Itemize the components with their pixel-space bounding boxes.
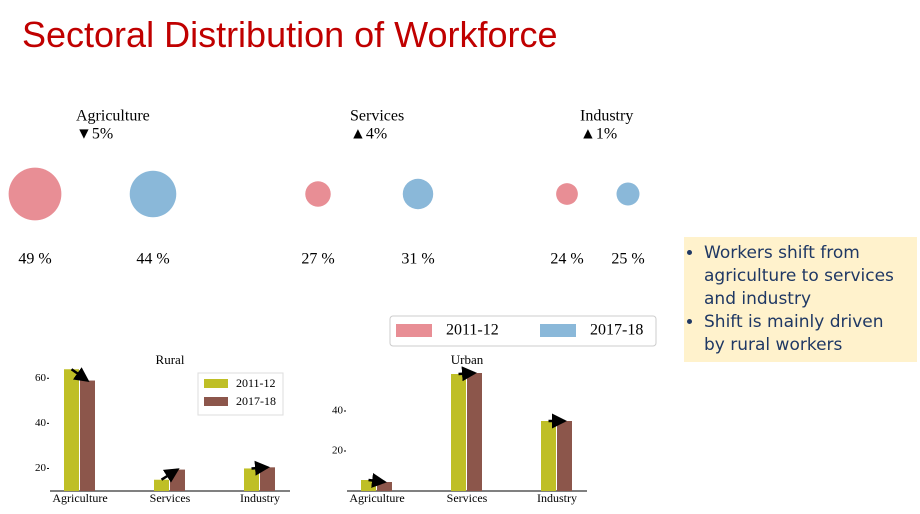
- bar: [541, 421, 556, 491]
- chart-title: Urban: [451, 352, 484, 367]
- legend-box: [389, 315, 657, 347]
- legend-label: 2011-12: [236, 376, 276, 390]
- change-arrow: [251, 460, 270, 476]
- y-tick-label: 20: [332, 445, 344, 457]
- x-tick-label: Industry: [537, 491, 577, 505]
- value-label: 49 %: [18, 251, 51, 268]
- y-tick-label: 60: [35, 372, 47, 384]
- category-label: Industry: [580, 108, 633, 125]
- bar: [557, 421, 572, 491]
- y-tick-label: 40: [332, 405, 344, 417]
- change-arrow: [368, 473, 387, 488]
- x-tick-label: Agriculture: [349, 491, 404, 505]
- legend-label: 2017-18: [236, 394, 276, 408]
- bar: [467, 373, 482, 491]
- legend-label: 2017-18: [590, 322, 643, 339]
- x-tick-label: Industry: [240, 491, 280, 505]
- change-label: ▲1%: [580, 126, 617, 143]
- x-tick-label: Agriculture: [52, 491, 107, 505]
- y-tick-label: 40: [35, 417, 47, 429]
- bar: [80, 380, 95, 491]
- bubble: [129, 170, 177, 218]
- slide-title: Sectoral Distribution of Workforce: [22, 14, 558, 55]
- x-tick-label: Services: [150, 491, 191, 505]
- bar: [244, 468, 259, 491]
- bar: [260, 467, 275, 491]
- legend-swatch: [204, 397, 228, 406]
- bar: [361, 480, 376, 491]
- bullet: Workers shift from agriculture to servic…: [704, 242, 909, 311]
- change-arrow: [160, 468, 180, 483]
- bar: [451, 374, 466, 491]
- callout: Workers shift from agriculture to servic…: [684, 237, 917, 362]
- bubble: [305, 181, 331, 207]
- bubble: [402, 178, 434, 210]
- change-label: ▲4%: [350, 126, 387, 143]
- value-label: 25 %: [611, 251, 644, 268]
- legend-swatch: [204, 379, 228, 388]
- change-arrow: [458, 366, 477, 382]
- category-label: Services: [350, 108, 404, 125]
- value-label: 27 %: [301, 251, 334, 268]
- bubble: [616, 182, 640, 206]
- y-tick-label: 20: [35, 462, 47, 474]
- bullet: Shift is mainly driven by rural workers: [704, 311, 909, 357]
- bubble: [556, 183, 578, 205]
- legend-label: 2011-12: [446, 322, 499, 339]
- value-label: 44 %: [136, 251, 169, 268]
- bar: [154, 479, 169, 491]
- bar: [64, 369, 79, 491]
- change-arrow: [70, 367, 90, 382]
- category-label: Agriculture: [76, 108, 150, 125]
- change-label: ▼5%: [76, 126, 113, 143]
- legend-swatch: [540, 324, 576, 337]
- value-label: 31 %: [401, 251, 434, 268]
- bar: [377, 482, 392, 491]
- value-label: 24 %: [550, 251, 583, 268]
- legend-swatch: [396, 324, 432, 337]
- bubble: [8, 167, 62, 221]
- x-tick-label: Services: [447, 491, 488, 505]
- chart-title: Rural: [156, 352, 185, 367]
